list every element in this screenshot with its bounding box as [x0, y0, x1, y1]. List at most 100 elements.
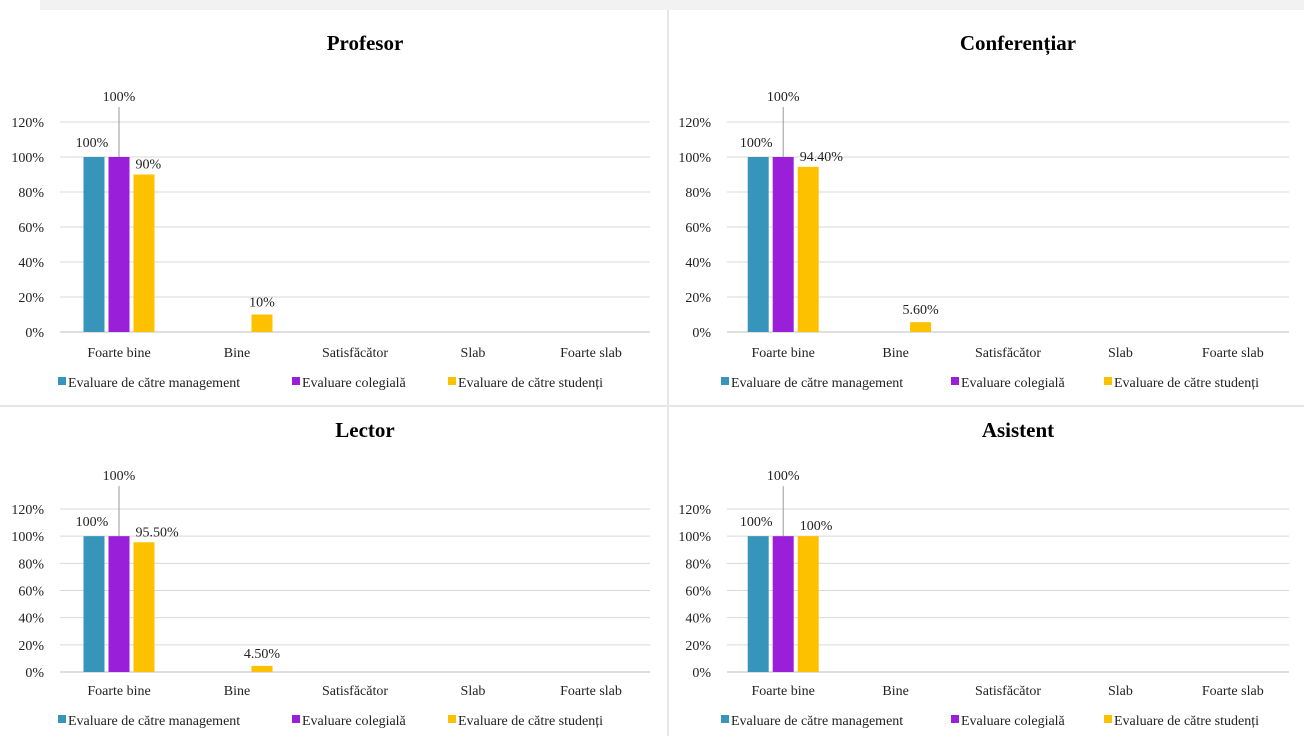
- x-tick-label: Foarte bine: [87, 684, 150, 699]
- x-tick-label: Foarte bine: [87, 346, 150, 361]
- bar: [910, 322, 932, 332]
- y-tick-label: 20%: [18, 291, 44, 306]
- bar: [133, 542, 155, 672]
- chart-asistent: Asistent 0% 20% 40% 60% 80% 100% 120% Foarte bin…: [678, 418, 1289, 729]
- legend-item: Evaluare de către management: [731, 714, 903, 729]
- legend-item: Evaluare de către studenți: [458, 714, 603, 729]
- y-tick-label: 20%: [685, 291, 711, 306]
- legend-item: Evaluare de către management: [68, 714, 240, 729]
- y-tick-label: 80%: [685, 557, 711, 572]
- chart-title: Asistent: [982, 418, 1054, 442]
- y-tick-label: 100%: [11, 530, 44, 545]
- x-tick-label: Foarte slab: [1202, 346, 1264, 361]
- x-tick-label: Satisfăcător: [975, 684, 1041, 699]
- horizontal-divider: [0, 405, 1304, 407]
- data-label: 94.40%: [800, 150, 844, 165]
- chart-profesor: Profesor 0% 20% 40% 60% 80% 100% 120% Foarte bin…: [11, 31, 650, 391]
- chart-panel-asistent: Asistent 0% 20% 40% 60% 80% 100% 120% Foarte bin…: [669, 407, 1304, 736]
- y-tick-label: 0%: [692, 326, 711, 341]
- y-tick-label: 80%: [18, 557, 44, 572]
- y-tick-label: 100%: [678, 530, 711, 545]
- x-tick-label: Foarte slab: [560, 684, 622, 699]
- legend-item: Evaluare colegială: [302, 376, 407, 391]
- y-tick-label: 120%: [678, 116, 711, 131]
- bar: [797, 536, 819, 672]
- legend-item: Evaluare de către studenți: [458, 376, 603, 391]
- y-tick-label: 80%: [685, 186, 711, 201]
- y-tick-label: 60%: [18, 585, 44, 600]
- data-label: 95.50%: [136, 525, 180, 540]
- legend-item: Evaluare colegială: [302, 714, 407, 729]
- y-tick-label: 60%: [685, 221, 711, 236]
- legend-swatch: [1104, 715, 1112, 723]
- data-label: 90%: [136, 158, 162, 173]
- vertical-divider: [667, 10, 669, 736]
- x-tick-label: Foarte slab: [560, 346, 622, 361]
- legend-item: Evaluare colegială: [961, 376, 1066, 391]
- legend-swatch: [448, 377, 456, 385]
- bar: [772, 157, 794, 332]
- data-label: 100%: [103, 90, 136, 105]
- top-bar: [40, 0, 1304, 10]
- chart-conferentiar: Conferențiar 0% 20% 40% 60% 80% 100% 120% Foarte…: [678, 31, 1289, 391]
- y-tick-label: 60%: [18, 221, 44, 236]
- y-tick-label: 100%: [678, 151, 711, 166]
- x-tick-label: Satisfăcător: [322, 346, 388, 361]
- x-tick-label: Bine: [882, 346, 908, 361]
- data-label: 100%: [767, 90, 800, 105]
- x-tick-label: Slab: [461, 684, 486, 699]
- legend-swatch: [292, 377, 300, 385]
- legend-swatch: [1104, 377, 1112, 385]
- data-label: 100%: [767, 469, 800, 484]
- x-tick-label: Bine: [882, 684, 908, 699]
- bar: [133, 174, 155, 332]
- bar: [108, 536, 130, 672]
- chart-panel-conferentiar: Conferențiar 0% 20% 40% 60% 80% 100% 120% Foarte…: [669, 10, 1304, 405]
- y-tick-label: 40%: [18, 612, 44, 627]
- y-tick-label: 40%: [685, 256, 711, 271]
- bar: [797, 166, 819, 332]
- data-label: 100%: [740, 136, 773, 151]
- y-tick-label: 40%: [18, 256, 44, 271]
- chart-title: Lector: [335, 418, 394, 442]
- data-label: 10%: [249, 296, 275, 311]
- legend-item: Evaluare de către management: [731, 376, 903, 391]
- bar: [747, 536, 769, 672]
- y-tick-label: 20%: [18, 639, 44, 654]
- x-tick-label: Satisfăcător: [975, 346, 1041, 361]
- x-tick-label: Slab: [461, 346, 486, 361]
- data-label: 4.50%: [244, 647, 281, 662]
- legend-item: Evaluare de către management: [68, 376, 240, 391]
- y-tick-label: 120%: [678, 503, 711, 518]
- x-tick-label: Satisfăcător: [322, 684, 388, 699]
- y-tick-label: 0%: [25, 326, 44, 341]
- legend-swatch: [721, 377, 729, 385]
- legend-swatch: [448, 715, 456, 723]
- x-tick-label: Foarte bine: [752, 346, 815, 361]
- x-tick-label: Bine: [224, 684, 250, 699]
- legend-swatch: [58, 377, 66, 385]
- y-tick-label: 80%: [18, 186, 44, 201]
- data-label: 100%: [103, 469, 136, 484]
- legend-swatch: [951, 377, 959, 385]
- x-tick-label: Bine: [224, 346, 250, 361]
- bar: [772, 536, 794, 672]
- x-tick-label: Slab: [1108, 346, 1133, 361]
- legend-swatch: [951, 715, 959, 723]
- bar: [83, 157, 105, 332]
- chart-title: Conferențiar: [960, 31, 1076, 56]
- legend-item: Evaluare colegială: [961, 714, 1066, 729]
- data-label: 100%: [800, 519, 833, 534]
- bar: [83, 536, 105, 672]
- legend-swatch: [292, 715, 300, 723]
- legend-swatch: [58, 715, 66, 723]
- bar: [747, 157, 769, 332]
- y-tick-label: 40%: [685, 612, 711, 627]
- y-tick-label: 0%: [692, 666, 711, 681]
- x-tick-label: Foarte slab: [1202, 684, 1264, 699]
- y-tick-label: 120%: [11, 116, 44, 131]
- bar: [251, 314, 273, 332]
- bar: [108, 157, 130, 332]
- chart-title: Profesor: [327, 31, 404, 55]
- x-tick-label: Slab: [1108, 684, 1133, 699]
